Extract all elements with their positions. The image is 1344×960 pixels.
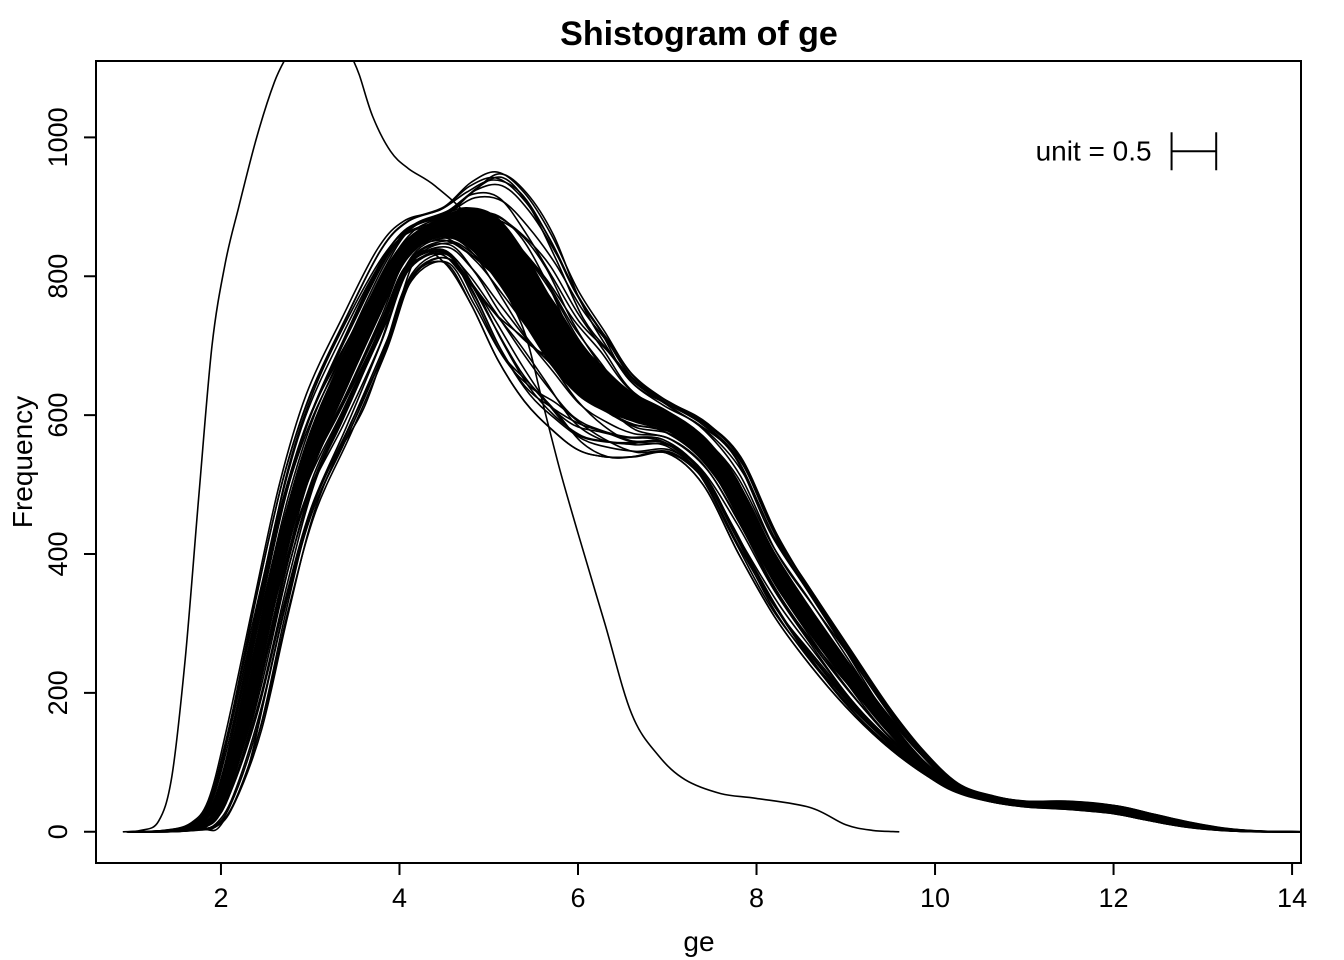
y-axis-ticks: 0 200 400 600 800 1000 <box>43 107 96 839</box>
x-tick-label: 10 <box>920 883 950 913</box>
bundle-upper-curve <box>131 171 1301 833</box>
bundle-curve <box>129 212 1299 833</box>
outlier-left-curve <box>122 61 286 833</box>
bundle-curve <box>136 224 1301 833</box>
bundle-curve <box>130 209 1300 833</box>
bundle-curve <box>127 248 1297 833</box>
bundle-curve <box>136 220 1301 833</box>
y-tick-label: 400 <box>43 531 73 576</box>
bundle-curve <box>135 253 1301 833</box>
x-tick-label: 14 <box>1277 883 1307 913</box>
bundle-curve <box>133 239 1301 833</box>
y-tick-label: 600 <box>43 393 73 438</box>
y-tick-label: 200 <box>43 670 73 715</box>
x-axis-label: ge <box>683 926 714 957</box>
density-curves <box>122 61 1301 833</box>
bundle-curve <box>136 256 1301 833</box>
unit-scale-bar <box>1170 132 1218 171</box>
x-tick-label: 2 <box>213 883 228 913</box>
bundle-curve <box>131 260 1301 833</box>
unit-annotation: unit = 0.5 <box>1036 132 1218 171</box>
outlier-right-curve <box>352 61 900 833</box>
bundle-curve <box>130 235 1301 833</box>
bundle-curve <box>136 257 1301 833</box>
bundle-curve <box>135 242 1301 833</box>
x-axis-ticks: 2 4 6 8 10 12 14 <box>213 863 1307 913</box>
unit-annotation-label: unit = 0.5 <box>1036 135 1152 166</box>
x-tick-label: 8 <box>749 883 764 913</box>
chart-title: Shistogram of ge <box>560 15 838 53</box>
y-tick-label: 800 <box>43 254 73 299</box>
bundle-curve <box>129 252 1299 833</box>
bundle-curve <box>137 242 1301 833</box>
y-tick-label: 1000 <box>43 107 73 167</box>
y-axis-label: Frequency <box>7 396 38 528</box>
plot-frame <box>95 60 1302 864</box>
x-tick-label: 6 <box>570 883 585 913</box>
bundle-curve <box>131 228 1301 833</box>
x-tick-label: 4 <box>392 883 407 913</box>
bundle-curve <box>134 260 1301 833</box>
bundle-lower-curve <box>131 249 1301 833</box>
y-tick-label: 0 <box>43 824 73 839</box>
bundle-curve <box>136 236 1301 833</box>
x-tick-label: 12 <box>1099 883 1129 913</box>
bundle-curve <box>133 246 1301 833</box>
bundle-curve <box>126 235 1296 833</box>
bundle-curve <box>134 229 1301 833</box>
bundle-curve <box>132 250 1301 833</box>
